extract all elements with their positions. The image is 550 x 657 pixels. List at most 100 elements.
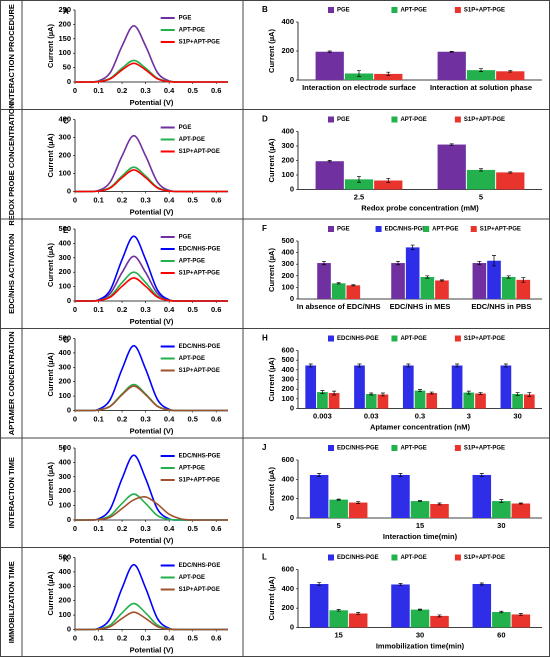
y-tick-label: 0 (67, 405, 71, 414)
y-tick-label: 400 (58, 114, 71, 123)
x-tick-label: 60 (497, 630, 505, 639)
y-tick-label: 0 (67, 77, 71, 86)
error-bar (479, 473, 484, 477)
error-bar (356, 501, 361, 504)
y-tick-label: 200 (58, 596, 71, 605)
legend-label: EDC/NHS-PGE (337, 446, 379, 452)
bar (426, 393, 438, 409)
error-bar (410, 244, 415, 251)
x-tick-label: 0.4 (164, 633, 175, 642)
error-bar (499, 499, 504, 503)
bar (451, 365, 463, 409)
panel-letter: A (63, 7, 69, 16)
bar (466, 169, 496, 190)
error-bar (518, 502, 523, 505)
x-tick-label: 0.4 (164, 524, 175, 533)
x-tick-label: 30 (416, 630, 424, 639)
panel-letter: I (63, 445, 65, 454)
y-axis-label: Current (µA) (46, 571, 55, 615)
curve (74, 602, 228, 631)
x-tick-label: 0.3 (140, 195, 150, 204)
legend-label: APT-PGE (179, 356, 205, 362)
legend-label: APT-PGE (179, 466, 205, 472)
panel-letter: L (262, 553, 267, 562)
x-tick-label: 2.5 (354, 192, 364, 201)
curve (74, 493, 228, 521)
x-tick-label: 0.2 (117, 86, 127, 95)
y-tick-label: 600 (281, 345, 294, 354)
x-tick-label: 0.5 (187, 414, 197, 423)
x-axis-label: Aptamer concentration (nM) (370, 422, 471, 431)
y-tick-label: 300 (58, 581, 71, 590)
legend-label: APT-PGE (400, 446, 426, 452)
y-tick-label: 400 (281, 474, 294, 483)
y-tick-label: 300 (281, 141, 294, 150)
error-bar (356, 612, 361, 615)
y-tick-label: 0 (290, 184, 294, 193)
x-tick-label: 0.1 (93, 414, 103, 423)
y-tick-label: 100 (281, 282, 294, 291)
x-tick-label: EDC/NHS in MES (390, 302, 451, 311)
legend-swatch (328, 445, 334, 451)
legend-label: APT-PGE (400, 117, 426, 123)
legend-label: S1P+APT-PGE (480, 227, 521, 233)
legend-label: APT-PGE (179, 137, 205, 143)
error-bar (398, 473, 403, 477)
y-tick-label: 0 (290, 513, 294, 522)
x-axis-label: Interaction time(min) (383, 532, 458, 541)
error-bar (518, 613, 523, 616)
x-axis-label: Potential (V) (130, 207, 174, 216)
y-tick-label: 100 (58, 610, 71, 619)
y-tick-label: 0 (67, 624, 71, 633)
error-bar (320, 390, 325, 394)
x-tick-label: 30 (513, 411, 521, 420)
y-tick-label: 100 (58, 391, 71, 400)
y-tick-label: 200 (58, 150, 71, 159)
bar (317, 392, 328, 409)
legend-label: APT-PGE (400, 8, 426, 14)
error-bar (332, 390, 337, 396)
x-tick-label: Interaction on electrode surface (302, 83, 416, 92)
error-bar (492, 255, 497, 267)
curve (74, 495, 228, 521)
x-tick-label: 0.4 (164, 195, 175, 204)
x-tick-label: 0.2 (117, 414, 127, 423)
bar (472, 584, 492, 628)
row-label: INTERACTION PROCEDURE (7, 4, 16, 105)
x-tick-label: 0.4 (164, 86, 175, 95)
error-bar (336, 282, 341, 285)
bar (309, 584, 329, 628)
legend-label: EDC/NHS-PGE (179, 454, 221, 460)
x-tick-label: 0.5 (187, 86, 197, 95)
panel-letter: K (63, 555, 69, 564)
bar (435, 280, 449, 299)
x-tick-label: 0.3 (415, 411, 425, 420)
error-bar (351, 284, 356, 287)
x-tick-label: 0.1 (93, 524, 103, 533)
legend-label: S1P+APT-PGE (464, 8, 505, 14)
legend-label: PGE (337, 117, 350, 123)
y-tick-label: 500 (58, 224, 71, 233)
y-tick-label: 200 (281, 155, 294, 164)
curve (74, 277, 228, 302)
error-bar (357, 176, 361, 183)
y-tick-label: 200 (281, 271, 294, 280)
bar (475, 393, 486, 409)
error-bar (386, 177, 391, 184)
error-bar (406, 363, 411, 368)
y-axis-label: Current (µA) (46, 133, 55, 177)
error-bar (515, 392, 520, 396)
y-tick-label: 300 (58, 362, 71, 371)
legend-swatch (391, 7, 398, 13)
error-bar (336, 609, 341, 612)
x-tick-label: 0.1 (93, 195, 103, 204)
y-tick-label: 500 (281, 355, 294, 364)
error-bar (437, 614, 442, 618)
bar (492, 501, 511, 518)
x-tick-label: 0.6 (211, 195, 221, 204)
y-tick-label: 400 (58, 567, 71, 576)
curve (74, 59, 228, 83)
row-label: INTERACTION TIME (7, 457, 16, 528)
error-bar (499, 610, 504, 614)
